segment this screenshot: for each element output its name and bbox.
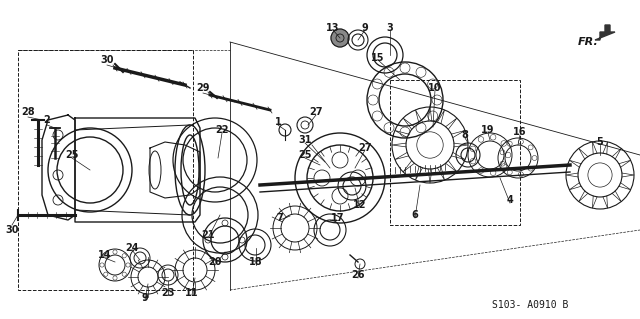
Text: 23: 23 — [161, 288, 175, 298]
Text: 15: 15 — [371, 53, 385, 63]
Text: 31: 31 — [298, 135, 312, 145]
Text: 11: 11 — [185, 288, 199, 298]
Text: S103- A0910 B: S103- A0910 B — [492, 300, 568, 310]
Text: 28: 28 — [21, 107, 35, 117]
Text: 5: 5 — [596, 137, 604, 147]
Bar — [18, 50, 193, 290]
Text: 25: 25 — [65, 150, 79, 160]
Text: 30: 30 — [100, 55, 114, 65]
Text: 14: 14 — [99, 250, 112, 260]
Polygon shape — [595, 25, 615, 40]
Text: 7: 7 — [276, 213, 284, 223]
Text: 27: 27 — [309, 107, 323, 117]
Text: 2: 2 — [44, 115, 51, 125]
Text: 1: 1 — [275, 117, 282, 127]
Text: 29: 29 — [196, 83, 210, 93]
Text: 18: 18 — [249, 257, 263, 267]
Text: 3: 3 — [387, 23, 394, 33]
Text: 6: 6 — [412, 210, 419, 220]
Text: 9: 9 — [141, 293, 148, 303]
Text: 20: 20 — [208, 257, 221, 267]
Text: 24: 24 — [125, 243, 139, 253]
Circle shape — [331, 29, 349, 47]
Text: 19: 19 — [481, 125, 495, 135]
Text: 16: 16 — [513, 127, 527, 137]
Text: 9: 9 — [362, 23, 369, 33]
Text: FR.: FR. — [578, 37, 599, 47]
Text: 17: 17 — [332, 213, 345, 223]
Text: 4: 4 — [507, 195, 513, 205]
Text: 25: 25 — [298, 150, 312, 160]
Text: 8: 8 — [461, 130, 468, 140]
Text: 22: 22 — [215, 125, 228, 135]
Text: 10: 10 — [428, 83, 442, 93]
Text: 27: 27 — [358, 143, 372, 153]
Text: 12: 12 — [353, 200, 367, 210]
Text: 30: 30 — [5, 225, 19, 235]
Text: 13: 13 — [326, 23, 340, 33]
Bar — [390, 80, 520, 225]
Text: 26: 26 — [351, 270, 365, 280]
Text: 21: 21 — [201, 230, 215, 240]
